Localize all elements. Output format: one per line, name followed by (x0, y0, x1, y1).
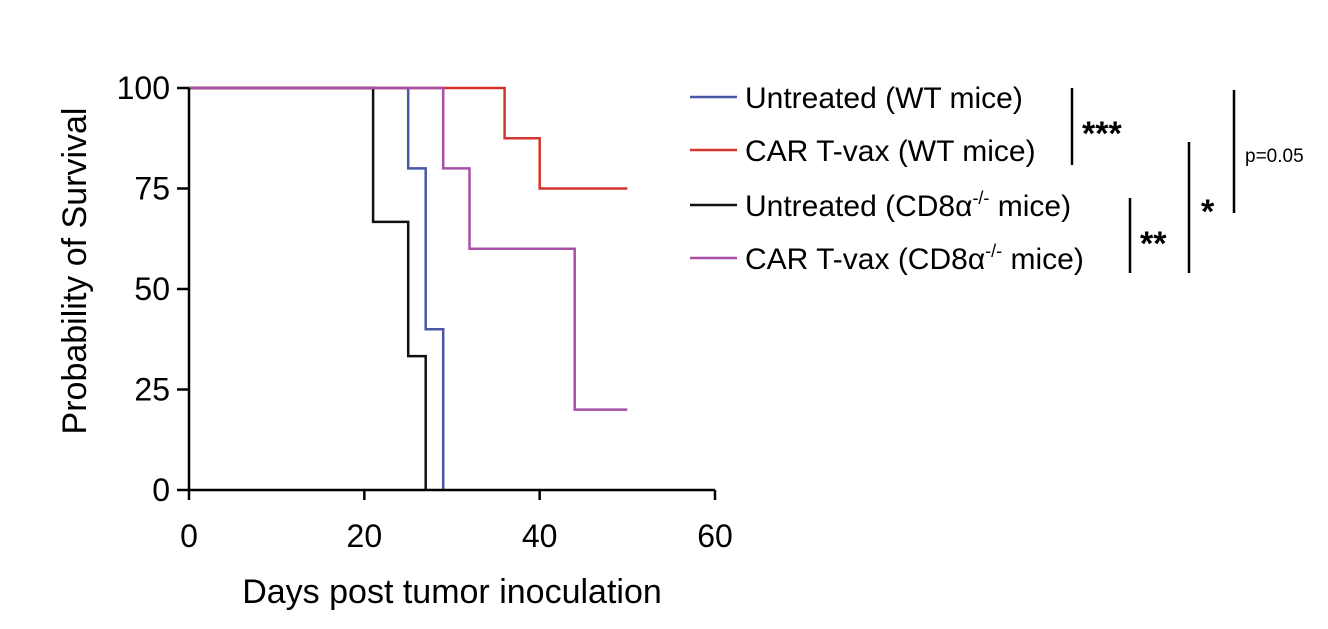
significance-label-cartvax: * (1201, 193, 1215, 231)
x-tick-label: 20 (347, 518, 383, 554)
y-axis-title: Probability of Survival (56, 108, 94, 435)
legend-label-cartvax-cd8: CAR T-vax (CD8α-/- mice) (745, 241, 1084, 276)
survival-line-cartvax-cd8 (189, 86, 628, 411)
survival-line-untreated-cd8 (189, 86, 427, 490)
survival-line-cartvax-wt (189, 86, 628, 190)
x-tick-label: 60 (697, 518, 733, 554)
significance-label-untreated: p=0.05 (1245, 146, 1304, 167)
significance-label-cd8: ** (1140, 225, 1167, 263)
legend-label-untreated-wt: Untreated (WT mice) (745, 82, 1023, 115)
x-tick-label: 0 (180, 518, 198, 554)
y-tick-label: 100 (117, 70, 170, 106)
x-axis-title: Days post tumor inoculation (242, 573, 662, 611)
legend-label-untreated-cd8: Untreated (CD8α-/- mice) (745, 188, 1071, 223)
y-tick-label: 75 (134, 171, 170, 207)
y-tick-label: 25 (134, 372, 170, 408)
y-tick-label: 50 (134, 271, 170, 307)
significance-annotations: *** ** * p=0.05 (1070, 88, 1304, 273)
legend: Untreated (WT mice) CAR T-vax (WT mice) … (690, 82, 1084, 276)
survival-line-untreated-wt (189, 86, 445, 490)
significance-label-wt: *** (1082, 115, 1122, 153)
y-tick-label: 0 (152, 472, 170, 508)
x-tick-label: 40 (522, 518, 558, 554)
legend-label-cartvax-wt: CAR T-vax (WT mice) (745, 135, 1036, 168)
